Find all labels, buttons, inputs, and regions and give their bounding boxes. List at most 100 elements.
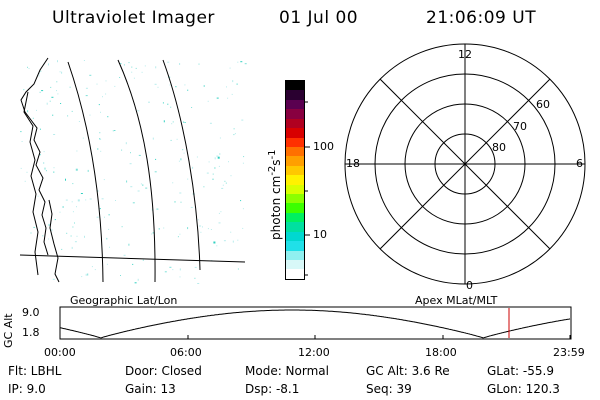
emission-pixel xyxy=(210,229,212,230)
emission-pixel xyxy=(179,192,182,194)
emission-pixel xyxy=(237,239,239,241)
emission-pixel xyxy=(155,158,157,160)
emission-pixel xyxy=(140,183,142,185)
coastline-3 xyxy=(48,199,60,283)
colorbar-tick-10: 10 xyxy=(313,228,327,241)
emission-pixel xyxy=(163,120,165,123)
mlat-label-80: 80 xyxy=(492,141,506,154)
geographic-panel-label: Geographic Lat/Lon xyxy=(70,294,178,307)
orbit-xtick-1800: 18:00 xyxy=(425,346,457,359)
dsp-info: Dsp: -8.1 xyxy=(245,382,300,396)
emission-pixel xyxy=(154,171,157,173)
emission-pixel xyxy=(60,103,62,104)
emission-pixel xyxy=(216,155,219,157)
emission-pixel xyxy=(137,190,140,192)
emission-pixel xyxy=(57,60,58,63)
emission-pixel xyxy=(119,63,122,65)
orbit-xtick-0000: 00:00 xyxy=(44,346,76,359)
emission-pixel xyxy=(114,85,116,87)
emission-pixel xyxy=(233,128,235,130)
emission-pixel xyxy=(132,202,135,204)
emission-pixel xyxy=(45,170,47,172)
emission-pixel xyxy=(233,134,235,136)
emission-pixel xyxy=(241,119,244,121)
emission-pixel xyxy=(218,222,221,224)
emission-pixel xyxy=(226,86,227,88)
emission-pixel xyxy=(65,199,68,201)
emission-pixel xyxy=(132,263,134,265)
emission-pixel xyxy=(141,71,143,73)
polar-diagonal-2 xyxy=(379,78,551,250)
colorbar-segment xyxy=(286,184,304,195)
emission-pixel xyxy=(121,149,123,151)
emission-pixel xyxy=(100,111,101,113)
emission-pixel xyxy=(172,269,174,271)
emission-pixel xyxy=(222,184,224,186)
emission-pixel xyxy=(78,121,80,122)
colorbar-segment xyxy=(286,128,304,138)
meridian-line-3 xyxy=(162,59,201,271)
emission-pixel xyxy=(179,268,181,271)
emission-pixel xyxy=(62,206,64,208)
colorbar-segment xyxy=(286,146,304,157)
emission-pixel xyxy=(85,95,88,97)
emission-pixel xyxy=(76,235,78,237)
emission-pixel xyxy=(128,243,130,246)
emission-pixel xyxy=(232,240,234,243)
emission-pixel xyxy=(54,219,56,221)
colorbar-segment xyxy=(286,212,304,223)
emission-pixel xyxy=(230,231,232,233)
emission-pixel xyxy=(190,206,193,208)
colorbar-segment xyxy=(286,231,304,242)
orbit-plot-frame xyxy=(59,306,572,340)
emission-pixel xyxy=(184,122,186,123)
emission-pixel xyxy=(179,63,181,65)
time-label: 21:06:09 UT xyxy=(426,8,537,28)
emission-pixel xyxy=(101,198,104,200)
emission-pixel xyxy=(206,172,209,174)
emission-pixel xyxy=(41,90,44,92)
emission-pixel xyxy=(138,154,141,156)
emission-pixel xyxy=(219,137,221,139)
emission-pixel xyxy=(89,198,92,200)
mode-info: Mode: Normal xyxy=(245,364,329,378)
emission-pixel xyxy=(123,64,125,66)
colorbar-segment xyxy=(286,81,304,91)
emission-pixel xyxy=(214,157,216,160)
coastline xyxy=(20,57,49,256)
emission-pixel xyxy=(24,180,26,182)
emission-pixel xyxy=(196,156,198,158)
emission-pixel xyxy=(59,211,61,213)
emission-pixel xyxy=(152,232,154,234)
emission-pixel xyxy=(99,208,101,210)
emission-pixel xyxy=(30,232,32,234)
emission-pixel xyxy=(228,161,229,163)
emission-pixel xyxy=(197,219,199,221)
emission-pixel xyxy=(243,156,245,158)
colorbar-segment xyxy=(286,137,304,147)
emission-pixel xyxy=(131,71,133,73)
emission-pixel xyxy=(217,156,220,159)
emission-pixel xyxy=(177,236,179,238)
emission-pixel xyxy=(56,81,58,83)
emission-pixel xyxy=(38,75,40,77)
emission-pixel xyxy=(33,226,35,228)
emission-pixel xyxy=(179,233,181,235)
emission-pixel xyxy=(37,195,39,197)
emission-pixel xyxy=(106,263,108,265)
emission-pixel xyxy=(214,167,216,169)
emission-pixel xyxy=(183,121,185,123)
emission-pixel xyxy=(137,110,140,112)
emission-pixel xyxy=(218,165,220,167)
emission-pixel xyxy=(87,169,89,172)
emission-pixel xyxy=(135,67,137,69)
emission-pixel xyxy=(67,115,69,117)
emission-pixel xyxy=(39,128,41,130)
emission-pixel xyxy=(232,80,234,83)
emission-pixel xyxy=(52,114,54,116)
emission-pixel xyxy=(57,93,59,95)
emission-pixel xyxy=(27,66,28,68)
emission-pixel xyxy=(77,199,80,202)
emission-pixel xyxy=(218,212,220,214)
emission-pixel xyxy=(213,241,216,244)
